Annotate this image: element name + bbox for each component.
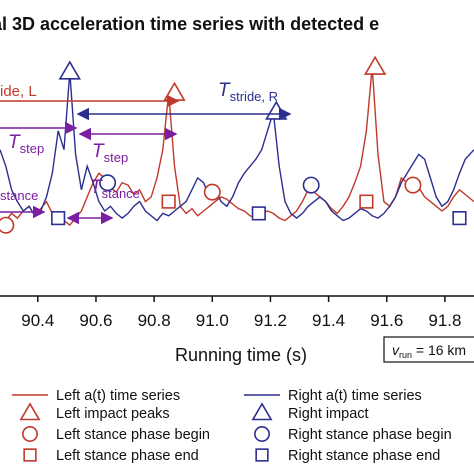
legend-symbol-2 [19,402,41,421]
series-line-right [0,71,474,222]
stance-left-label: stance [0,188,38,203]
marker-right-stance-begin-1 [302,176,320,194]
marker-left-impact-1 [363,55,387,75]
x-tick-label-3: 91.0 [196,311,229,330]
x-axis-label: Running time (s) [175,345,307,365]
annotations: ide, L Tstride, R Tstep Tstep stance Tst… [0,80,292,225]
legend-label-5: Right stance phase begin [288,427,452,443]
x-tick-label-0: 90.4 [21,311,54,330]
x-tick-label-5: 91.4 [312,311,345,330]
marker-left-stance-begin-2 [404,176,422,194]
x-tick-label-6: 91.6 [370,311,403,330]
marker-right-stance-end-0 [51,211,66,226]
legend-symbol-3 [251,402,273,421]
marker-left-stance-end-1 [359,194,374,209]
plot-area [0,55,474,234]
legend-symbol-5 [254,426,270,442]
legend-label-0: Left a(t) time series [56,388,180,404]
marker-right-stance-end-1 [251,206,266,221]
marker-right-stance-begin-0 [99,174,117,192]
x-ticks: 90.4 90.6 90.8 91.0 91.2 91.4 91.6 91.8 [21,296,461,330]
x-tick-label-7: 91.8 [428,311,461,330]
marker-left-stance-end-0 [161,194,176,209]
legend-label-3: Right impact [288,406,369,422]
legend-label-6: Left stance phase end [56,448,199,464]
legend-symbol-6 [23,448,37,462]
stance-right-label: Tstance [90,177,140,201]
legend: Left a(t) time series Right a(t) time ser… [12,388,452,464]
legend-symbol-4 [22,426,38,442]
marker-left-stance-begin-1 [203,183,221,201]
x-tick-label-4: 91.2 [254,311,287,330]
marker-left-stance-begin-0 [0,216,15,234]
speed-label-box [383,336,474,363]
x-tick-label-2: 90.8 [138,311,171,330]
speed-label-text: vrun = 16 km [392,342,466,360]
step-right-label: Tstep [92,141,128,165]
marker-right-stance-end-2 [452,211,467,226]
marker-right-impact-1 [265,100,288,120]
legend-label-1: Right a(t) time series [288,388,422,404]
stride-left-label: ide, L [0,83,37,100]
legend-label-4: Left stance phase begin [56,427,210,443]
marker-right-impact-0 [58,60,81,80]
legend-label-7: Right stance phase end [288,448,440,464]
x-tick-label-1: 90.6 [79,311,112,330]
legend-label-2: Left impact peaks [56,406,170,422]
marker-left-impact-0 [163,81,186,101]
stride-right-label: Tstride, R [218,80,278,104]
speed-label: vrun = 16 km [383,336,474,363]
chart-title: al 3D acceleration time series with dete… [0,14,379,34]
step-left-label: Tstep [8,132,44,156]
legend-symbol-7 [255,448,269,462]
